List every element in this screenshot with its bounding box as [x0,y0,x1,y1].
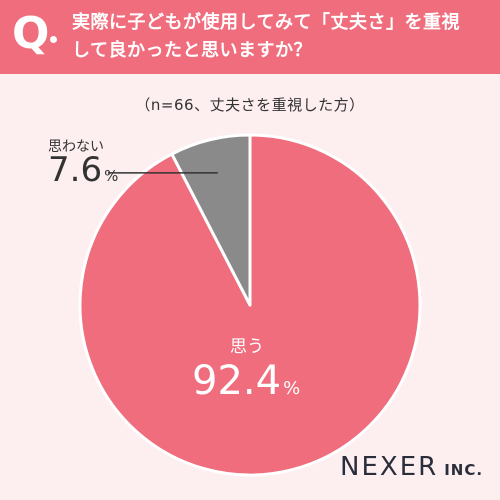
pie-slice-omowanai [170,133,252,307]
question-mark-dot [50,36,57,43]
slice-label-omou: 思う [230,337,264,357]
slice-value-omou: 92.4% [192,360,300,410]
slice-value-omowanai-unit: % [104,167,119,185]
logo-name: NEXER [340,452,439,482]
question-mark-letter: Q [12,8,50,59]
slice-label-omowanai: 思わない [48,139,104,155]
question-line-2: して良かったと思いますか？ [72,40,312,61]
nexer-logo: NEXER INC. [340,452,483,482]
question-text: 実際に子どもが使用してみて「丈夫さ」を重視 して良かったと思いますか？ [72,9,488,65]
question-line-1: 実際に子どもが使用してみて「丈夫さ」を重視 [72,12,460,33]
question-banner: Q 実際に子どもが使用してみて「丈夫さ」を重視 して良かったと思いますか？ [0,0,500,74]
slice-value-omowanai: 7.6% [48,152,118,194]
chart-subtitle: （n=66、丈夫さを重視した方） [135,96,365,114]
slice-value-omowanai-number: 7.6 [48,150,103,190]
slice-value-omou-unit: % [283,378,301,399]
logo-suffix: INC. [444,461,484,479]
slice-value-omou-number: 92.4 [192,358,282,404]
